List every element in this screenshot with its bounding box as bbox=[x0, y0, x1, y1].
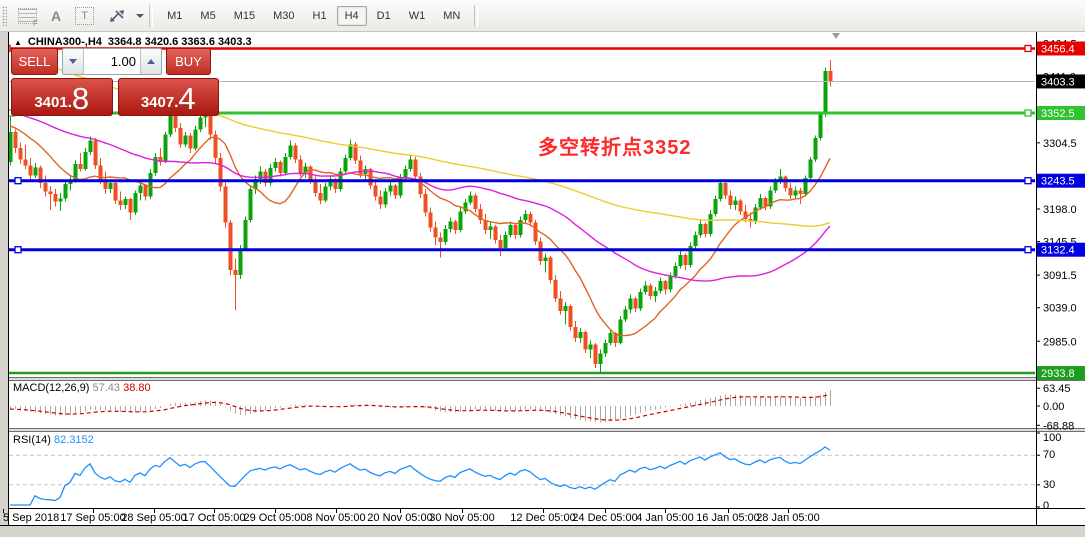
macd-signal-value: 38.80 bbox=[123, 382, 151, 394]
symbol-period: CHINA300-,H4 bbox=[27, 36, 102, 48]
volume-decrease-button[interactable] bbox=[63, 49, 84, 74]
rsi-value: 82.3152 bbox=[53, 434, 94, 446]
toolbar: F A T M1 M5 M15 M30 H1 H4 D1 W1 MN bbox=[0, 0, 1085, 32]
arrow-down-icon bbox=[69, 59, 77, 64]
svg-text:2985.0: 2985.0 bbox=[1043, 336, 1077, 348]
svg-text:70: 70 bbox=[1043, 449, 1055, 461]
arrows-dropdown-caret[interactable] bbox=[136, 13, 145, 18]
one-click-trading-panel: SELL 1.00 BUY 3401. 8 3407. 4 bbox=[11, 48, 219, 116]
chart-shift-marker bbox=[832, 33, 840, 39]
svg-text:0: 0 bbox=[1043, 500, 1049, 512]
fast-ma bbox=[9, 125, 831, 337]
toolbar-separator-2 bbox=[474, 4, 479, 27]
tf-w1[interactable]: W1 bbox=[408, 9, 426, 22]
collapse-panel-icon[interactable]: ▲ bbox=[14, 37, 22, 47]
svg-text:3456.4: 3456.4 bbox=[1041, 43, 1075, 55]
svg-text:16 Jan 05:00: 16 Jan 05:00 bbox=[696, 512, 760, 524]
macd-label: MACD(12,26,9) 57.43 38.80 bbox=[13, 382, 151, 394]
svg-text:5 Sep 2018: 5 Sep 2018 bbox=[3, 512, 59, 524]
tf-mn[interactable]: MN bbox=[443, 9, 461, 22]
svg-text:3403.3: 3403.3 bbox=[1041, 76, 1075, 88]
svg-text:3198.0: 3198.0 bbox=[1043, 204, 1077, 216]
svg-text:3243.5: 3243.5 bbox=[1041, 176, 1075, 188]
rsi-label: RSI(14) 82.3152 bbox=[13, 434, 94, 446]
draw-arrows-icon[interactable] bbox=[104, 5, 130, 27]
svg-text:0.00: 0.00 bbox=[1043, 401, 1064, 413]
chart-title: ▲ CHINA300-,H4 3364.8 3420.6 3363.6 3403… bbox=[14, 36, 252, 48]
svg-text:30 Nov 05:00: 30 Nov 05:00 bbox=[429, 512, 494, 524]
svg-text:12 Dec 05:00: 12 Dec 05:00 bbox=[510, 512, 575, 524]
svg-text:17 Sep 05:00: 17 Sep 05:00 bbox=[60, 512, 125, 524]
chart-annotation-text: 多空转折点3352 bbox=[538, 137, 692, 159]
tf-d1[interactable]: D1 bbox=[376, 9, 391, 22]
svg-text:24 Dec 05:00: 24 Dec 05:00 bbox=[572, 512, 637, 524]
price-axis: 3464.53411.03304.53198.03145.53091.53039… bbox=[1036, 38, 1085, 512]
svg-text:30: 30 bbox=[1043, 479, 1055, 491]
svg-text:3039.0: 3039.0 bbox=[1043, 303, 1077, 315]
tf-m1[interactable]: M1 bbox=[167, 9, 183, 22]
text-tool-icon[interactable]: T bbox=[71, 5, 98, 27]
svg-text:3132.4: 3132.4 bbox=[1041, 245, 1075, 257]
buy-price-tile[interactable]: 3407. 4 bbox=[117, 78, 219, 116]
svg-text:2933.8: 2933.8 bbox=[1041, 368, 1075, 380]
svg-text:17 Oct 05:00: 17 Oct 05:00 bbox=[183, 512, 246, 524]
svg-text:8 Nov 05:00: 8 Nov 05:00 bbox=[306, 512, 365, 524]
crosshair-grid-icon[interactable]: F bbox=[14, 5, 41, 28]
svg-text:3091.5: 3091.5 bbox=[1043, 270, 1077, 282]
svg-text:-68.88: -68.88 bbox=[1043, 420, 1074, 432]
tf-m30[interactable]: M30 bbox=[273, 9, 295, 22]
tf-m5[interactable]: M5 bbox=[200, 9, 216, 22]
macd-signal-line bbox=[9, 393, 831, 421]
rsi-line bbox=[10, 446, 831, 506]
volume-increase-button[interactable] bbox=[140, 49, 161, 74]
svg-text:29 Oct 05:00: 29 Oct 05:00 bbox=[244, 512, 307, 524]
svg-text:63.45: 63.45 bbox=[1043, 383, 1071, 395]
sell-price: 3401. bbox=[34, 94, 72, 111]
svg-text:3352.5: 3352.5 bbox=[1041, 108, 1075, 120]
svg-text:4 Jan 05:00: 4 Jan 05:00 bbox=[636, 512, 694, 524]
svg-text:100: 100 bbox=[1043, 432, 1061, 444]
tf-h4-active[interactable]: H4 bbox=[336, 5, 367, 26]
text-label-icon[interactable]: A bbox=[51, 7, 62, 24]
svg-text:20 Nov 05:00: 20 Nov 05:00 bbox=[367, 512, 432, 524]
svg-text:28 Jan 05:00: 28 Jan 05:00 bbox=[756, 512, 820, 524]
sell-price-tile[interactable]: 3401. 8 bbox=[11, 78, 113, 116]
svg-text:28 Sep 05:00: 28 Sep 05:00 bbox=[121, 512, 186, 524]
macd-value: 57.43 bbox=[92, 382, 121, 394]
volume-stepper: 1.00 bbox=[62, 48, 162, 75]
svg-text:3304.5: 3304.5 bbox=[1043, 138, 1077, 150]
candles-layer bbox=[9, 59, 833, 373]
tf-h1[interactable]: H1 bbox=[312, 9, 327, 22]
volume-input[interactable]: 1.00 bbox=[110, 54, 136, 69]
toolbar-separator bbox=[149, 4, 154, 27]
buy-price: 3407. bbox=[140, 94, 179, 111]
macd-layer bbox=[10, 390, 831, 423]
ohlc-values: 3364.8 3420.6 3363.6 3403.3 bbox=[107, 36, 252, 48]
sell-button[interactable]: SELL bbox=[11, 48, 58, 75]
tf-m15[interactable]: M15 bbox=[233, 9, 256, 22]
toolbar-grip[interactable] bbox=[2, 5, 7, 26]
arrow-up-icon bbox=[147, 59, 155, 64]
buy-button[interactable]: BUY bbox=[166, 48, 211, 75]
